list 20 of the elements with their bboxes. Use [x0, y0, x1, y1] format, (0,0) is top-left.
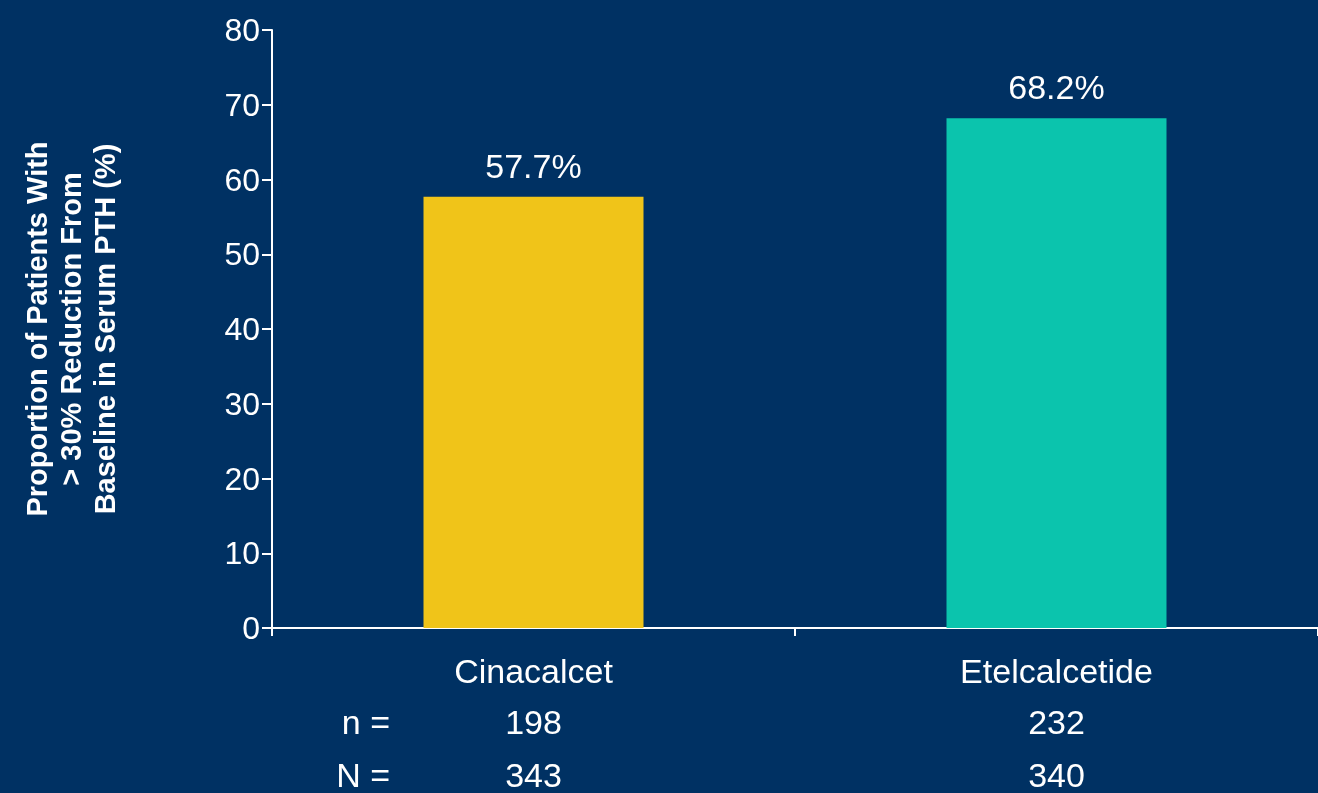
- y-tick-label: 40: [224, 311, 260, 347]
- text: 340: [1028, 756, 1085, 793]
- data-label: 68.2%: [1008, 68, 1105, 107]
- text: 198: [505, 703, 562, 741]
- y-tick-label: 60: [224, 161, 260, 198]
- y-tick-label: 30: [224, 385, 260, 422]
- x-tick-label: Etelcalcetide: [960, 652, 1153, 690]
- y-tick-label: 0: [242, 610, 260, 646]
- y-tick-label: 20: [224, 460, 260, 497]
- data-label: 57.7%: [485, 146, 582, 185]
- text: 343: [505, 756, 562, 793]
- y-tick-label: 80: [224, 12, 260, 48]
- text: n =: [341, 703, 390, 741]
- y-tick-label: 70: [224, 86, 260, 123]
- y-axis-title: Proportion of Patients With > 30% Reduction From Baseline in Serum PTH (%): [21, 141, 121, 517]
- x-tick-label: Cinacalcet: [454, 652, 614, 690]
- text: N =: [336, 756, 390, 793]
- text: 232: [1028, 703, 1085, 741]
- y-tick-label: 10: [224, 535, 260, 572]
- y-tick-label: 50: [224, 236, 260, 273]
